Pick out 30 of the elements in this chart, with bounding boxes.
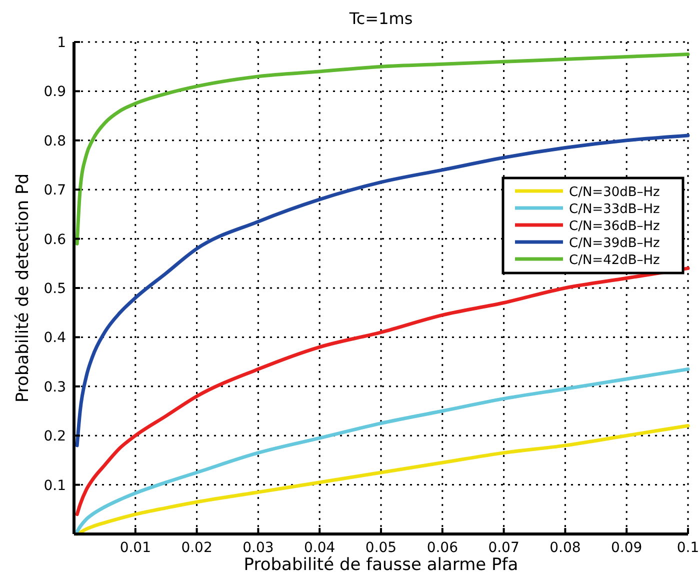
x-tick-label: 0.09 <box>611 540 642 556</box>
x-tick-label: 0.08 <box>550 540 581 556</box>
y-axis-title: Probabilité de detection Pd <box>13 173 33 403</box>
x-axis-title: Probabilité de fausse alarme Pfa <box>244 555 518 575</box>
chart-title: Tc=1ms <box>348 9 413 28</box>
y-tick-label: 0.3 <box>44 379 66 396</box>
x-tick-label: 0.02 <box>181 540 212 556</box>
x-tick-label: 0.03 <box>242 540 274 556</box>
y-tick-label: 0.9 <box>44 84 66 100</box>
y-tick-label: 1 <box>57 35 66 51</box>
x-tick-label: 0.07 <box>488 540 520 556</box>
line-series <box>75 134 690 448</box>
y-tick-label: 0.7 <box>44 182 66 199</box>
line-series <box>75 266 690 516</box>
legend-label: C/N=30dB–Hz <box>569 185 660 200</box>
x-tick-label: 0.01 <box>120 540 151 556</box>
y-tick-label: 0.2 <box>44 428 66 445</box>
x-tick-label: 0.06 <box>426 540 458 556</box>
x-tick-label: 0.04 <box>304 540 336 556</box>
y-tick-label: 0.6 <box>44 232 66 248</box>
x-tick-label: 0.05 <box>365 540 397 556</box>
y-tick-label: 0.8 <box>44 133 66 150</box>
y-tick-label: 0.5 <box>44 281 66 297</box>
y-tick-label: 0.1 <box>44 478 66 494</box>
legend-label: C/N=33dB–Hz <box>569 202 660 217</box>
legend-label: C/N=42dB–Hz <box>569 253 660 268</box>
y-tick-label: 0.4 <box>44 330 66 346</box>
legend-label: C/N=39dB–Hz <box>569 236 660 251</box>
x-tick-label: 0.1 <box>676 540 700 556</box>
legend-label: C/N=36dB–Hz <box>569 219 660 234</box>
